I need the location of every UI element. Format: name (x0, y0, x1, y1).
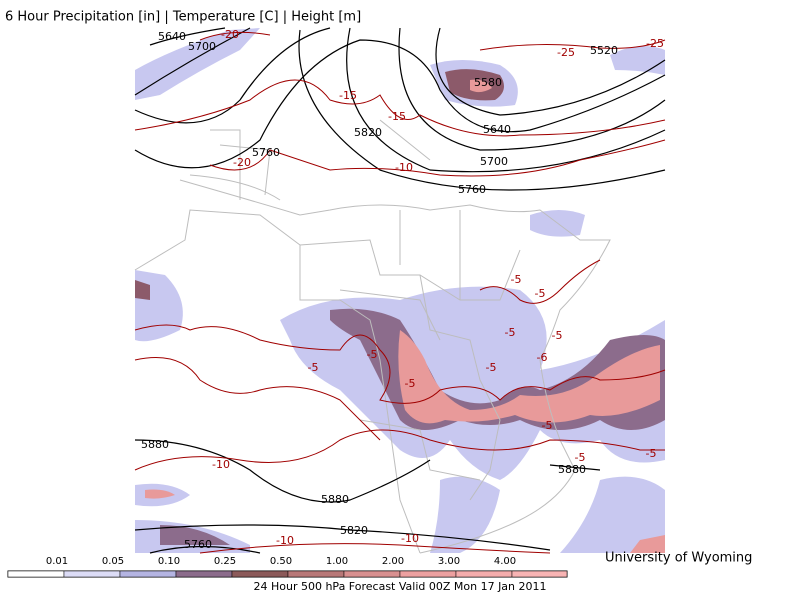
legend-label: 3.00 (438, 556, 460, 567)
legend-label: 0.10 (158, 556, 180, 567)
legend-label: 4.00 (494, 556, 516, 567)
legend-label: 1.00 (326, 556, 348, 567)
temperature-label: -5 (542, 419, 553, 432)
temperature-label: -5 (575, 451, 586, 464)
height-label: 5640 (483, 123, 511, 136)
height-contours (134, 27, 666, 554)
height-label: 5580 (474, 76, 502, 89)
height-label: 5880 (141, 438, 169, 451)
country-borders (134, 119, 611, 554)
credit: University of Wyoming (605, 551, 752, 566)
temperature-label: -20 (221, 28, 239, 41)
legend-swatch (231, 570, 289, 578)
temperature-label: -10 (395, 161, 413, 174)
height-label: 5880 (321, 493, 349, 506)
legend-swatch (287, 570, 345, 578)
temperature-label: -5 (552, 329, 563, 342)
height-label: 5640 (158, 30, 186, 43)
temperature-label: -5 (367, 348, 378, 361)
temperature-label: -15 (388, 110, 406, 123)
temperature-label: -5 (535, 287, 546, 300)
height-label: 5760 (458, 183, 486, 196)
height-label: 5820 (354, 126, 382, 139)
height-label: 5700 (188, 40, 216, 53)
temperature-label: -20 (233, 156, 251, 169)
map-area (135, 28, 665, 553)
temperature-label: -25 (557, 46, 575, 59)
height-label: 5820 (340, 524, 368, 537)
temperature-label: -10 (401, 532, 419, 545)
height-label: 5760 (252, 146, 280, 159)
legend-swatch (7, 570, 65, 578)
legend-label: 0.01 (46, 556, 68, 567)
legend-swatch (511, 570, 568, 578)
legend-swatch (119, 570, 177, 578)
height-label: 5700 (480, 155, 508, 168)
legend-swatch (175, 570, 233, 578)
map (134, 27, 666, 554)
legend-label: 2.00 (382, 556, 404, 567)
temperature-label: -10 (276, 534, 294, 547)
legend-label: 0.05 (102, 556, 124, 567)
footer: 24 Hour 500 hPa Forecast Valid 00Z Mon 1… (253, 580, 546, 593)
legend-swatch (63, 570, 121, 578)
temperature-label: -5 (405, 377, 416, 390)
temperature-label: -5 (505, 326, 516, 339)
temperature-label: -5 (511, 273, 522, 286)
legend-label: 0.25 (214, 556, 236, 567)
legend-label: 0.50 (270, 556, 292, 567)
height-label: 5880 (558, 463, 586, 476)
temperature-label: -10 (212, 458, 230, 471)
legend-swatch (343, 570, 401, 578)
title: 6 Hour Precipitation [in] | Temperature … (5, 10, 361, 25)
legend-swatch (399, 570, 457, 578)
legend-swatch (455, 570, 513, 578)
height-label: 5760 (184, 538, 212, 551)
temperature-contours (134, 31, 666, 554)
temperature-label: -5 (308, 361, 319, 374)
temperature-label: -6 (537, 351, 548, 364)
color-legend: 0.01 0.05 0.10 0.25 0.50 1.00 2.00 3.00 4.00 (7, 556, 568, 578)
temperature-label: -15 (339, 89, 357, 102)
temperature-label: -5 (646, 447, 657, 460)
height-label: 5520 (590, 44, 618, 57)
temperature-label: -25 (646, 37, 664, 50)
temperature-label: -5 (486, 361, 497, 374)
